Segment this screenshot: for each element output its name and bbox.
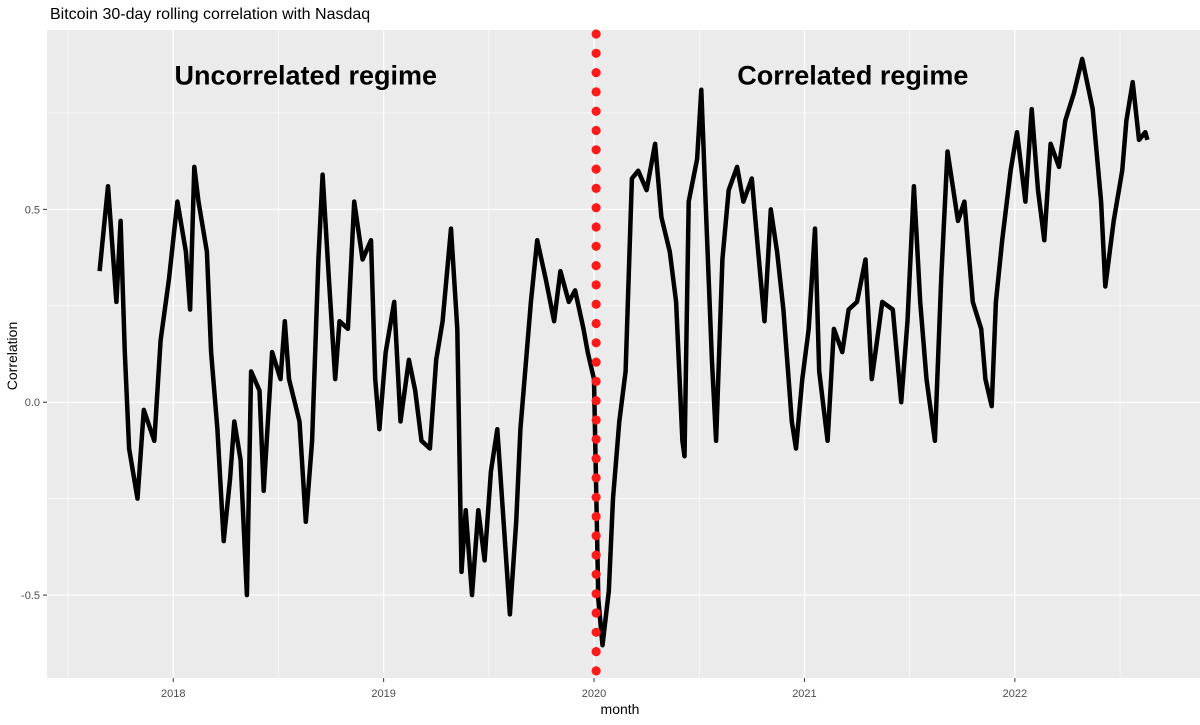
- y-tick-label: 0.5: [25, 204, 40, 216]
- vline-dot: [591, 203, 601, 213]
- vline-dot: [591, 550, 601, 560]
- chart-title: Bitcoin 30-day rolling correlation with …: [50, 6, 370, 23]
- x-tick-label: 2019: [371, 688, 395, 700]
- vline-dot: [591, 473, 601, 483]
- vline-dot: [591, 68, 601, 78]
- vline-dot: [591, 164, 601, 174]
- vline-dot: [591, 125, 601, 136]
- vline-dot: [591, 396, 601, 406]
- vline-dot: [591, 280, 601, 290]
- x-axis-label: month: [601, 701, 640, 717]
- x-tick-label: 2018: [161, 688, 185, 700]
- y-tick-label: -0.5: [21, 590, 40, 602]
- vline-dot: [591, 511, 601, 522]
- vline-dot: [591, 338, 601, 348]
- y-tick-label: 0.0: [25, 397, 40, 409]
- vline-dot: [591, 261, 601, 271]
- correlation-line: [97, 56, 1150, 648]
- vline-dot: [591, 647, 601, 657]
- vline-dot: [591, 492, 601, 502]
- vline-dot: [591, 376, 601, 386]
- vline-dot: [591, 241, 601, 251]
- vline-dot: [591, 531, 601, 541]
- vline-dot: [591, 29, 601, 39]
- vline-dot: [591, 299, 601, 309]
- vline-dot: [591, 87, 601, 97]
- vline-dot: [591, 627, 601, 637]
- x-tick-label: 2020: [582, 688, 606, 700]
- vline-dot: [591, 183, 601, 193]
- x-axis: 2018 2019 2020 2021 2022: [161, 678, 1027, 700]
- plot-panel: [47, 30, 1200, 678]
- x-tick-label: 2021: [792, 688, 816, 700]
- vline-dot: [591, 145, 601, 155]
- vline-dot: [591, 666, 601, 676]
- vline-dot: [591, 569, 601, 580]
- vline-dot: [591, 454, 601, 464]
- vline-dot: [591, 222, 601, 232]
- vline-dot: [591, 48, 601, 58]
- y-axis-label: Correlation: [4, 322, 20, 390]
- vline-dot: [591, 318, 601, 329]
- vline-dot: [591, 608, 601, 618]
- vline-dot: [591, 434, 601, 444]
- vline-dot: [591, 106, 601, 116]
- vline-dot: [591, 589, 601, 599]
- annotation-correlated-regime: Correlated regime: [737, 60, 968, 90]
- annotation-uncorrelated-regime: Uncorrelated regime: [174, 60, 437, 90]
- vline-dot: [591, 357, 601, 367]
- y-axis: -0.5 0.0 0.5: [21, 204, 47, 602]
- regime-change-dotted-line: [591, 29, 601, 676]
- x-tick-label: 2022: [1003, 688, 1027, 700]
- vline-dot: [591, 415, 601, 425]
